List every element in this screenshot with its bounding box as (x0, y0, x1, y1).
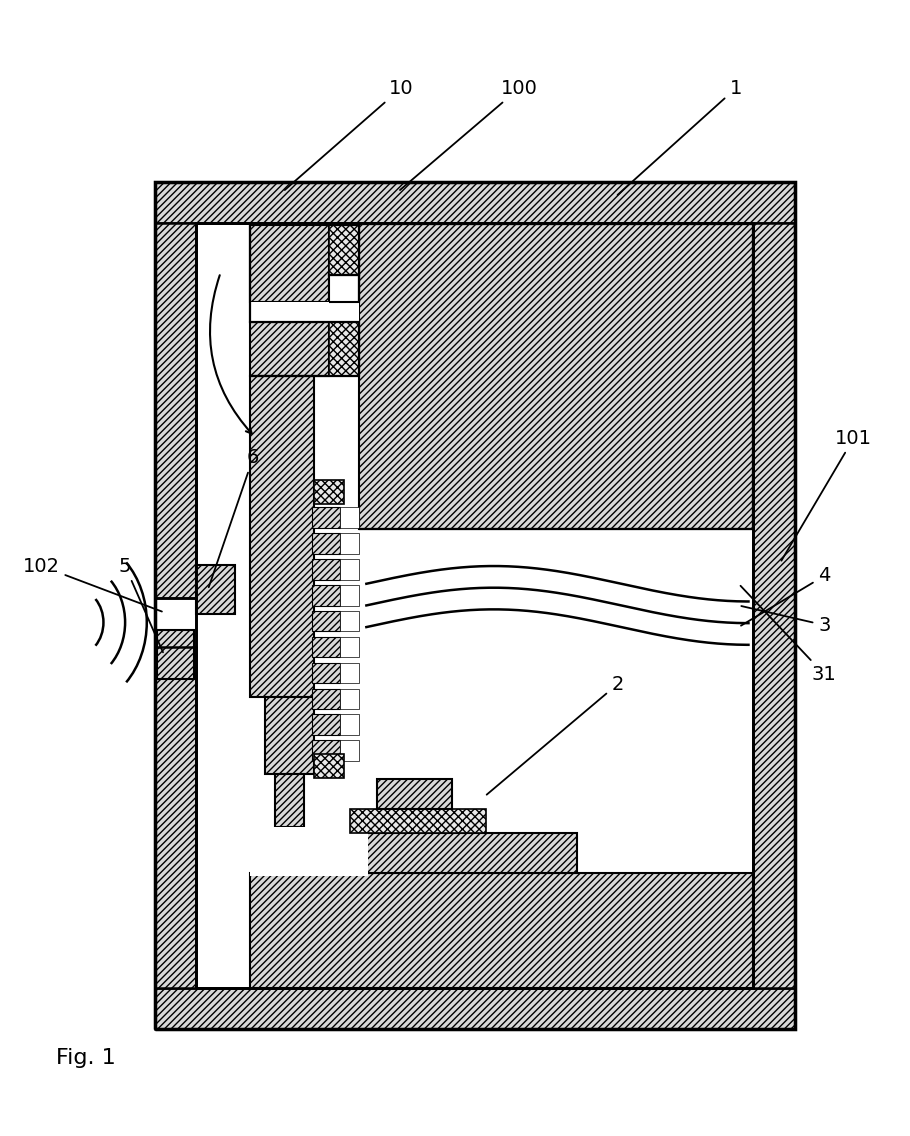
Bar (250, 302, 359, 320)
Bar (339, 741, 359, 761)
Text: 102: 102 (23, 557, 162, 611)
Bar (312, 611, 339, 632)
Text: 3: 3 (741, 605, 830, 635)
Text: Fig. 1: Fig. 1 (56, 1049, 116, 1068)
Bar (339, 559, 359, 579)
Bar (196, 566, 235, 615)
Bar (339, 662, 359, 684)
Bar (312, 715, 339, 735)
Text: 2: 2 (486, 675, 623, 795)
Bar (275, 774, 304, 827)
Text: 4: 4 (741, 567, 830, 626)
Bar (155, 648, 196, 987)
Text: 100: 100 (399, 78, 537, 190)
Bar (339, 715, 359, 735)
Bar (329, 225, 359, 275)
Bar (339, 507, 359, 528)
Bar (339, 636, 359, 658)
Bar (339, 533, 359, 553)
Bar (350, 809, 486, 834)
Bar (275, 834, 576, 872)
Bar (250, 302, 359, 321)
Bar (250, 376, 314, 698)
Bar (329, 275, 359, 302)
Bar (314, 754, 343, 778)
Bar (359, 224, 753, 529)
Text: 31: 31 (740, 586, 836, 684)
Bar (312, 559, 339, 579)
Bar (196, 224, 753, 987)
Text: 6: 6 (208, 449, 259, 587)
Text: 1: 1 (617, 78, 742, 195)
Bar (250, 827, 368, 876)
Text: 5: 5 (119, 557, 163, 652)
Bar (250, 872, 753, 987)
Bar (155, 987, 794, 1029)
Text: 101: 101 (781, 428, 872, 561)
Text: 10: 10 (285, 78, 413, 190)
Bar (250, 302, 329, 321)
Bar (753, 224, 794, 987)
Bar (312, 688, 339, 709)
Bar (250, 321, 329, 376)
Bar (377, 779, 451, 809)
Bar (339, 611, 359, 632)
Bar (329, 275, 359, 302)
Bar (250, 827, 363, 857)
Bar (312, 662, 339, 684)
Bar (329, 321, 359, 376)
Bar (312, 741, 339, 761)
Bar (157, 630, 194, 679)
Bar (265, 698, 314, 774)
Bar (312, 636, 339, 658)
Bar (312, 507, 339, 528)
Bar (339, 585, 359, 605)
Bar (312, 533, 339, 553)
Bar (314, 479, 343, 504)
Bar (312, 585, 339, 605)
Bar (339, 688, 359, 709)
Bar (250, 225, 329, 302)
Bar (155, 224, 196, 598)
Bar (155, 182, 794, 224)
